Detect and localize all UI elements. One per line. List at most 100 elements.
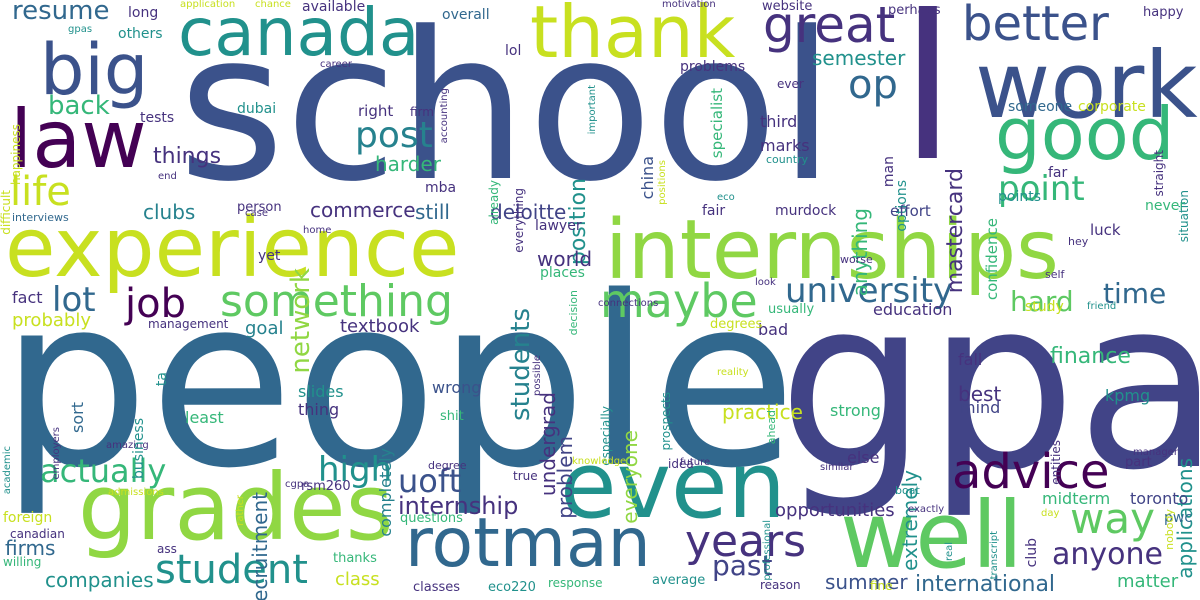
word-end: end <box>158 171 177 182</box>
word-far: far <box>1048 165 1068 181</box>
word-friend: friend <box>1087 301 1117 312</box>
word-amazing: amazing <box>106 440 149 451</box>
word-lol: lol <box>505 43 522 59</box>
word-great: great <box>763 0 896 54</box>
word-perhaps: perhaps <box>888 3 941 18</box>
word-rsm260: rsm260 <box>301 479 351 494</box>
word-years: years <box>685 516 807 567</box>
word-ass: ass <box>157 542 177 556</box>
word-people: people <box>0 247 797 520</box>
word-places: places <box>540 265 585 281</box>
word-degree: degree <box>428 459 467 472</box>
word-boat: boat <box>895 484 920 497</box>
word-commerce: commerce <box>310 198 416 222</box>
word-better: better <box>962 0 1109 52</box>
word-difficult: difficult <box>0 190 13 235</box>
word-practice: practice <box>722 400 803 424</box>
word-usually: usually <box>768 302 815 317</box>
word-accounting: accounting <box>439 88 450 144</box>
word-lawyer: lawyer <box>535 218 582 234</box>
word-resume: resume <box>12 0 110 26</box>
word-eco220: eco220 <box>488 580 536 595</box>
word-exactly: exactly <box>908 504 945 515</box>
word-sort: sort <box>68 402 87 433</box>
word-work: work <box>975 32 1198 139</box>
word-deloitte: deloitte <box>490 200 567 224</box>
word-rotman: rotman <box>405 504 651 583</box>
word-mind: mind <box>960 398 1001 417</box>
word-china: china <box>638 156 657 200</box>
word-country: country <box>766 153 809 166</box>
word-career: career <box>320 59 352 70</box>
word-uoft: uoft <box>398 462 462 500</box>
word-gpas: gpas <box>68 24 93 35</box>
word-confidence: confidence <box>983 218 1001 301</box>
word-something: something <box>220 276 453 327</box>
word-happy: happy <box>1143 5 1184 20</box>
word-knowledge: knowledge <box>572 456 627 467</box>
word-even: even <box>560 432 786 539</box>
word-thing: thing <box>298 400 340 419</box>
word-life: life <box>10 169 71 215</box>
word-ahead: ahead <box>765 410 778 445</box>
word-foreign: foreign <box>3 510 53 526</box>
word-admissions: admissions <box>108 487 164 498</box>
word-overall: overall <box>442 7 490 23</box>
word-ever: ever <box>777 77 804 91</box>
word-luck: luck <box>1090 221 1121 239</box>
word-employers: employers <box>51 427 62 480</box>
word-cgpa: cgpa <box>285 479 310 490</box>
word-similar: similar <box>820 462 854 473</box>
word-third: third <box>760 112 798 131</box>
word-home: home <box>303 225 332 236</box>
word-school: school <box>178 0 836 227</box>
word-else: else <box>847 448 880 467</box>
word-op: op <box>848 62 898 108</box>
word-part: part <box>1125 455 1152 470</box>
word-international: international <box>915 572 1056 597</box>
word-right: right <box>358 102 394 120</box>
word-lot: lot <box>52 280 96 320</box>
word-good: good <box>995 92 1175 176</box>
word-idea: idea <box>668 457 694 471</box>
word-person: person <box>237 200 282 215</box>
word-hey: hey <box>1068 235 1089 248</box>
word-someone: someone <box>1008 99 1073 115</box>
word-l: l <box>900 0 956 206</box>
word-wrong: wrong <box>432 378 482 397</box>
word-fine: fine <box>870 579 893 593</box>
word-important: important <box>587 85 598 135</box>
word-world: world <box>537 247 593 271</box>
word-students: students <box>506 308 536 421</box>
word-clubs: clubs <box>143 200 196 224</box>
word-positions: positions <box>657 160 668 205</box>
word-others: others <box>118 26 163 42</box>
word-points: points <box>998 189 1041 205</box>
word-effort: effort <box>890 202 931 220</box>
word-questions: questions <box>400 511 463 526</box>
word-pwc: pwc <box>1164 510 1193 526</box>
word-self: self <box>1045 268 1065 281</box>
word-kpmg: kpmg <box>1105 386 1151 405</box>
word-manager: manager <box>1133 447 1178 458</box>
word-mba: mba <box>425 180 457 196</box>
word-recruitment: recruitment <box>248 492 272 600</box>
word-corporate: corporate <box>1078 99 1146 115</box>
word-canadian: canadian <box>10 527 65 541</box>
word-maybe: maybe <box>600 274 758 328</box>
word-prospects: prospects <box>659 392 673 451</box>
word-marks: marks <box>760 136 810 155</box>
word-companies: companies <box>45 568 154 592</box>
word-summer: summer <box>825 570 908 594</box>
word-tests: tests <box>140 110 175 126</box>
word-actually: actually <box>40 452 167 490</box>
word-goal: goal <box>245 318 284 339</box>
word-willing: willing <box>3 555 42 569</box>
word-class: class <box>335 569 380 590</box>
word-way: way <box>1070 494 1155 543</box>
word-time: time <box>1103 277 1167 310</box>
word-straight: straight <box>1152 150 1166 197</box>
word-well: well <box>840 482 1023 589</box>
word-worse: worse <box>840 253 873 266</box>
